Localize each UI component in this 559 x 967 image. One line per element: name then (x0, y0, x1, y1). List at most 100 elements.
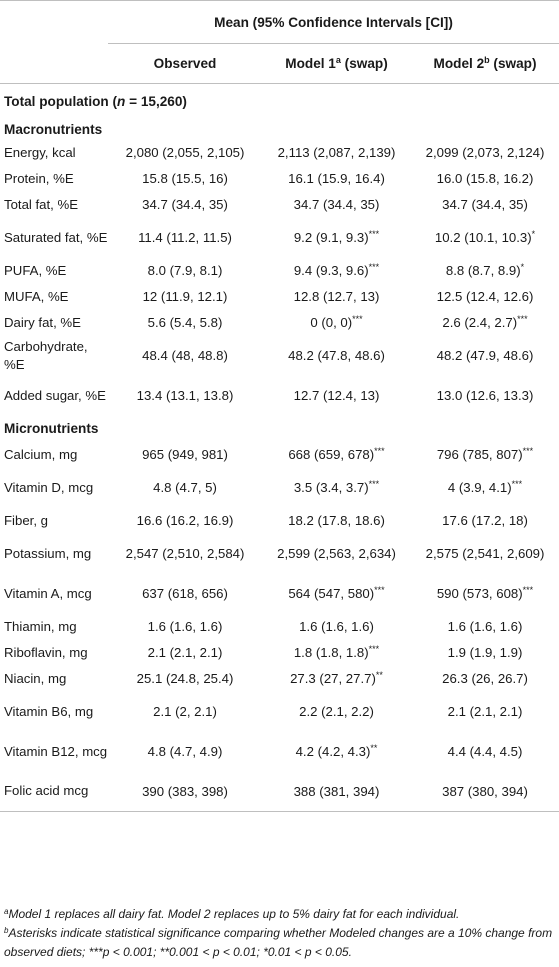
cell-model2: 2,099 (2,073, 2,124) (425, 145, 545, 160)
population-label: Total population (n = 15,260) (4, 94, 187, 110)
section-macronutrients: Macronutrients (0, 120, 559, 140)
cell-model1: 2.2 (2.1, 2.2) (299, 704, 374, 719)
table-row: Added sugar, %E 13.4 (13.1, 13.8) 12.7 (12… (0, 376, 559, 416)
row-label: Niacin, mg (4, 670, 67, 686)
cell-observed: 2.1 (2.1, 2.1) (147, 645, 223, 660)
section-micronutrients: Micronutrients (0, 416, 559, 442)
cell-model2: 10.2 (10.1, 10.3)* (434, 229, 536, 246)
cell-observed: 390 (383, 398) (142, 783, 228, 799)
cell-observed: 12 (11.9, 12.1) (142, 289, 228, 304)
row-label: Vitamin B12, mcg (4, 743, 108, 759)
table-row: Potassium, mg 2,547 (2,510, 2,584) 2,599 (… (0, 534, 559, 574)
significance-mark: *** (374, 446, 385, 456)
row-label: Dairy fat, %E (4, 314, 81, 330)
mean-ci-heading: Mean (95% Confidence Intervals [CI]) (108, 0, 559, 44)
significance-mark: *** (522, 585, 534, 595)
cell-model2: 4 (3.9, 4.1)*** (447, 479, 523, 496)
table-row: PUFA, %E 8.0 (7.9, 8.1) 9.4 (9.3, 9.6)*** 8… (0, 258, 559, 284)
table-row: Vitamin A, mcg 637 (618, 656) 564 (547, 58… (0, 574, 559, 614)
significance-mark: * (520, 262, 525, 272)
row-label: Added sugar, %E (4, 387, 106, 403)
header-group-row: Mean (95% Confidence Intervals [CI]) (0, 0, 559, 44)
cell-model2: 2,575 (2,541, 2,609) (425, 546, 545, 561)
significance-mark: *** (368, 479, 380, 489)
significance-mark: *** (352, 314, 363, 324)
cell-model1: 9.4 (9.3, 9.6)*** (293, 262, 380, 279)
cell-observed: 15.8 (15.5, 16) (142, 171, 228, 186)
cell-model1: 12.8 (12.7, 13) (293, 289, 380, 304)
cell-observed: 965 (949, 981) (142, 447, 228, 462)
table-row: Vitamin D, mcg 4.8 (4.7, 5) 3.5 (3.4, 3.7)… (0, 468, 559, 508)
cell-model1: 27.3 (27, 27.7)** (290, 670, 383, 687)
cell-model1: 3.5 (3.4, 3.7)*** (293, 479, 380, 496)
cell-model1: 0 (0, 0)*** (310, 314, 363, 331)
row-label: Riboflavin, mg (4, 644, 88, 660)
footnote-b: bAsterisks indicate statistical signific… (4, 926, 553, 959)
significance-mark: *** (368, 262, 380, 272)
cell-observed: 637 (618, 656) (142, 586, 228, 601)
cell-model1: 668 (659, 678)*** (288, 446, 385, 463)
row-label: Total fat, %E (4, 196, 79, 212)
table-row: Vitamin B12, mcg 4.8 (4.7, 4.9) 4.2 (4.2, … (0, 732, 559, 772)
section-label: Micronutrients (4, 421, 99, 436)
cell-observed: 48.4 (48, 48.8) (142, 348, 228, 363)
cell-observed: 25.1 (24.8, 25.4) (136, 671, 234, 686)
cell-model2: 13.0 (12.6, 13.3) (436, 388, 534, 403)
cell-model1: 2,599 (2,563, 2,634) (277, 546, 396, 561)
cell-model1: 2,113 (2,087, 2,139) (277, 145, 396, 160)
table-row: Saturated fat, %E 11.4 (11.2, 11.5) 9.2 (9… (0, 218, 559, 258)
significance-mark: * (531, 229, 536, 239)
row-label: PUFA, %E (4, 262, 67, 278)
cell-observed: 2,547 (2,510, 2,584) (125, 546, 245, 561)
table-row: Calcium, mg 965 (949, 981) 668 (659, 678)*… (0, 442, 559, 468)
cell-model2: 590 (573, 608)*** (436, 585, 534, 602)
cell-observed: 8.0 (7.9, 8.1) (147, 263, 223, 278)
table-row: Dairy fat, %E 5.6 (5.4, 5.8) 0 (0, 0)*** 2.… (0, 310, 559, 336)
row-label: Potassium, mg (4, 545, 92, 561)
row-label: Folic acid mcg (4, 783, 89, 799)
cell-model2: 1.6 (1.6, 1.6) (447, 619, 523, 634)
row-label: Calcium, mg (4, 446, 78, 462)
cell-model1: 34.7 (34.4, 35) (293, 197, 380, 212)
cell-model2: 1.9 (1.9, 1.9) (447, 645, 523, 660)
header-columns-row: Observed Model 1a (swap) Model 2b (swap) (0, 44, 559, 84)
row-label: Vitamin A, mcg (4, 585, 92, 601)
nutrient-table: Mean (95% Confidence Intervals [CI]) Obs… (0, 0, 559, 812)
row-label: MUFA, %E (4, 288, 69, 304)
significance-mark: *** (368, 644, 380, 654)
row-label: Protein, %E (4, 170, 74, 186)
significance-mark: *** (522, 446, 534, 456)
cell-observed: 4.8 (4.7, 5) (153, 480, 217, 495)
cell-observed: 2.1 (2, 2.1) (153, 704, 217, 719)
col-model1: Model 1a (swap) (285, 55, 388, 72)
footnote-a: aModel 1 replaces all dairy fat. Model 2… (4, 907, 460, 921)
table-row: Energy, kcal 2,080 (2,055, 2,105) 2,113 (2… (0, 140, 559, 166)
cell-model1: 1.6 (1.6, 1.6) (299, 619, 374, 634)
cell-model1: 16.1 (15.9, 16.4) (288, 171, 385, 186)
population-row: Total population (n = 15,260) (0, 84, 559, 120)
table-row: Thiamin, mg 1.6 (1.6, 1.6) 1.6 (1.6, 1.6) 1… (0, 614, 559, 640)
row-label: Fiber, g (4, 512, 48, 528)
footnotes: aModel 1 replaces all dairy fat. Model 2… (4, 905, 556, 962)
cell-model1: 9.2 (9.1, 9.3)*** (293, 229, 380, 246)
row-label: Carbohydrate, %E (4, 338, 88, 372)
cell-observed: 16.6 (16.2, 16.9) (136, 513, 234, 528)
cell-observed: 4.8 (4.7, 4.9) (147, 744, 223, 759)
cell-model2: 12.5 (12.4, 12.6) (436, 289, 534, 304)
cell-observed: 13.4 (13.1, 13.8) (136, 388, 234, 403)
cell-model2: 4.4 (4.4, 4.5) (447, 744, 523, 759)
row-label: Energy, kcal (4, 144, 76, 160)
table-row: Vitamin B6, mg 2.1 (2, 2.1) 2.2 (2.1, 2.2)… (0, 692, 559, 732)
cell-model1: 48.2 (47.8, 48.6) (288, 348, 385, 363)
row-label: Saturated fat, %E (4, 229, 108, 245)
cell-model1: 12.7 (12.4, 13) (293, 388, 380, 403)
cell-model2: 796 (785, 807)*** (436, 446, 534, 463)
section-label: Macronutrients (4, 122, 103, 137)
table-row: Carbohydrate, %E 48.4 (48, 48.8) 48.2 (47.… (0, 336, 559, 376)
cell-observed: 34.7 (34.4, 35) (142, 197, 228, 212)
cell-model1: 4.2 (4.2, 4.3)** (295, 743, 378, 760)
significance-mark: *** (511, 479, 523, 489)
table-row: Niacin, mg 25.1 (24.8, 25.4) 27.3 (27, 27.… (0, 666, 559, 692)
table-row: Riboflavin, mg 2.1 (2.1, 2.1) 1.8 (1.8, 1.… (0, 640, 559, 666)
